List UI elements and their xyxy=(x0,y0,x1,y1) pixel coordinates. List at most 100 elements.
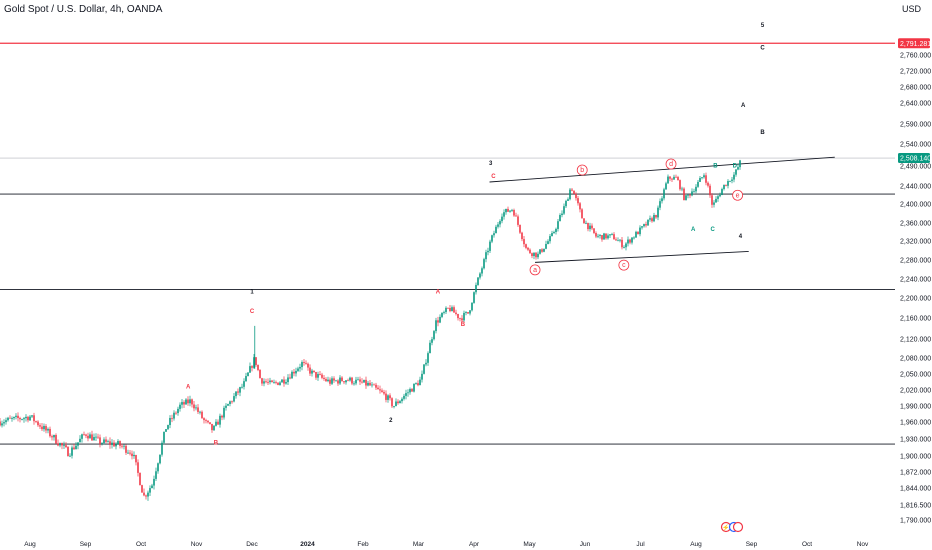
candle-body xyxy=(617,240,619,242)
candle-body xyxy=(103,439,105,444)
candle-body xyxy=(529,249,531,254)
candle-body xyxy=(727,181,729,186)
candle-body xyxy=(395,401,397,407)
candle-body xyxy=(379,389,381,391)
candle-body xyxy=(483,259,485,269)
candle-body xyxy=(569,189,571,200)
candle-body xyxy=(473,292,475,303)
candle-body xyxy=(717,196,719,199)
candle-body xyxy=(325,378,327,382)
candle-body xyxy=(663,189,665,199)
candle-body xyxy=(589,225,591,230)
candle-body xyxy=(299,367,301,369)
candle-body xyxy=(53,435,55,438)
candle-body xyxy=(49,428,51,437)
candle-body xyxy=(241,386,243,388)
candle-body xyxy=(551,233,553,237)
candle-body xyxy=(615,239,617,241)
candle-body xyxy=(357,379,359,381)
candle-body xyxy=(369,382,371,386)
candle-body xyxy=(587,222,589,230)
wave-labels: 5 C A B 3 C B D A C 4 1 C A B A B 2 b d e a c xyxy=(186,23,765,447)
candle-body xyxy=(199,411,201,413)
candle-body xyxy=(709,185,711,196)
candle-body xyxy=(577,198,579,204)
candle-body xyxy=(93,437,95,441)
wave-label: B xyxy=(760,130,765,136)
price-tick-label: 2,490.000 xyxy=(900,164,931,171)
candle-body xyxy=(409,389,411,393)
wave-label: 5 xyxy=(761,23,765,29)
candle-body xyxy=(525,244,527,248)
candle-body xyxy=(613,234,615,240)
candle-body xyxy=(117,441,119,445)
candle-body xyxy=(523,239,525,245)
trend-line xyxy=(535,251,749,263)
candle-body xyxy=(41,426,43,430)
candle-body xyxy=(179,404,181,409)
candle-body xyxy=(387,395,389,400)
candle-body xyxy=(637,231,639,235)
candle-body xyxy=(143,492,145,496)
candle-body xyxy=(145,495,147,497)
candle-body xyxy=(19,418,21,420)
candle-body xyxy=(559,215,561,222)
candle-body xyxy=(399,401,401,404)
candle-body xyxy=(597,235,599,237)
candle-body xyxy=(287,377,289,383)
candle-body xyxy=(421,373,423,380)
price-tick-label: 1,930.000 xyxy=(900,437,931,444)
candle-body xyxy=(273,381,275,383)
candle-body xyxy=(83,434,85,436)
time-tick-label: Jun xyxy=(580,541,591,548)
candle-body xyxy=(373,384,375,386)
wave-circle-label: d xyxy=(669,161,673,168)
price-tick-label: 1,900.000 xyxy=(900,454,931,461)
candle-body xyxy=(235,391,237,397)
candle-body xyxy=(31,415,33,417)
candle-body xyxy=(139,472,141,486)
candle-body xyxy=(113,442,115,447)
candle-body xyxy=(417,383,419,386)
candle-body xyxy=(269,380,271,383)
time-tick-label: Oct xyxy=(802,541,812,548)
candle-body xyxy=(521,232,523,240)
trend-lines xyxy=(489,156,835,263)
candle-body xyxy=(341,377,343,382)
candle-body xyxy=(611,234,613,235)
candle-body xyxy=(375,384,377,388)
wave-label: C xyxy=(250,309,255,315)
candle-body xyxy=(81,434,83,439)
candle-body xyxy=(489,241,491,251)
price-tag-label: 2,791.281 xyxy=(900,41,931,48)
candle-body xyxy=(401,398,403,402)
candle-body xyxy=(79,438,81,443)
candle-body xyxy=(305,362,307,364)
candle-body xyxy=(171,417,173,419)
candle-body xyxy=(89,434,91,439)
candle-body xyxy=(165,429,167,432)
candle-body xyxy=(361,381,363,383)
price-axis: 1,790.000 1,816.500 1,844.000 1,872.000 1,90… xyxy=(900,53,931,525)
candle-body xyxy=(511,209,513,211)
candle-body xyxy=(591,225,593,229)
svg-text:⚡: ⚡ xyxy=(722,524,729,532)
candle-body xyxy=(697,181,699,187)
candle-body xyxy=(607,235,609,239)
candle-body xyxy=(321,374,323,378)
candle-body xyxy=(351,377,353,384)
candle-body xyxy=(691,191,693,196)
candle-body xyxy=(345,380,347,383)
candle-body xyxy=(223,407,225,418)
candle-body xyxy=(685,195,687,200)
candle-body xyxy=(459,318,461,319)
candle-body xyxy=(35,421,37,422)
candle-body xyxy=(415,383,417,384)
time-tick-label: Nov xyxy=(857,541,869,548)
time-tick-label: 2024 xyxy=(300,541,315,548)
candle-body xyxy=(391,398,393,407)
price-tick-label: 2,360.000 xyxy=(900,221,931,228)
wave-circle xyxy=(529,264,541,276)
